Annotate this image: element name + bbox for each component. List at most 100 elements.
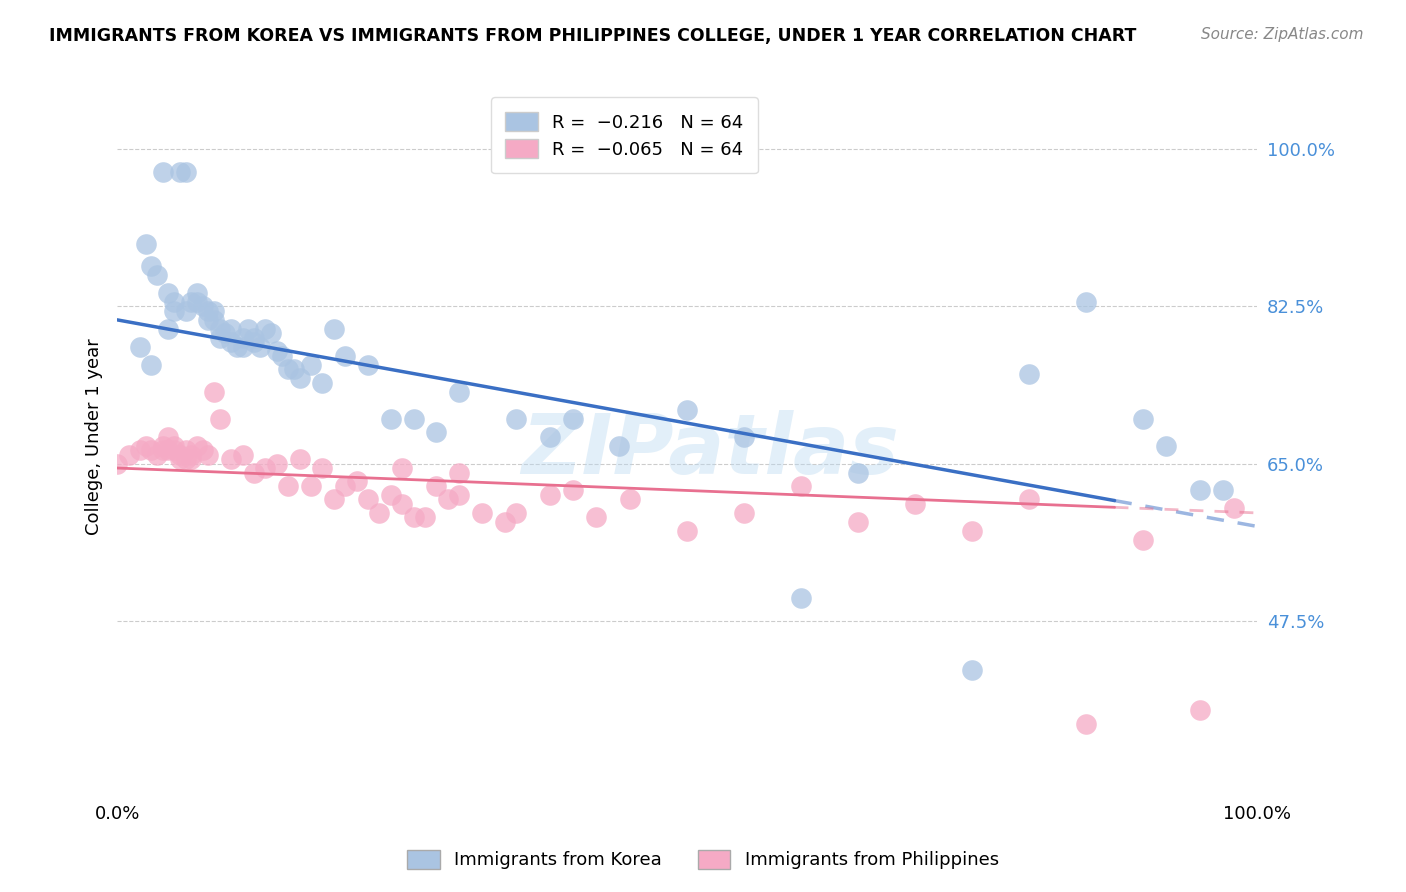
Point <box>288 452 311 467</box>
Point <box>538 429 561 443</box>
Point <box>163 304 186 318</box>
Point <box>180 294 202 309</box>
Point <box>311 376 333 390</box>
Point <box>219 335 242 350</box>
Point <box>562 411 585 425</box>
Point <box>1074 717 1097 731</box>
Point <box>197 313 219 327</box>
Point <box>180 452 202 467</box>
Point <box>202 313 225 327</box>
Point <box>191 300 214 314</box>
Point <box>425 479 447 493</box>
Point <box>562 483 585 498</box>
Point <box>219 322 242 336</box>
Point <box>277 362 299 376</box>
Point <box>232 448 254 462</box>
Point <box>904 497 927 511</box>
Point <box>790 479 813 493</box>
Point <box>208 331 231 345</box>
Point <box>135 439 157 453</box>
Point <box>141 259 163 273</box>
Point <box>238 322 260 336</box>
Point <box>243 335 266 350</box>
Point <box>960 663 983 677</box>
Point <box>254 322 277 336</box>
Point <box>180 448 202 462</box>
Point <box>191 443 214 458</box>
Point <box>505 506 527 520</box>
Point <box>249 340 271 354</box>
Point <box>425 425 447 439</box>
Point <box>733 429 755 443</box>
Point <box>391 497 413 511</box>
Point <box>357 492 380 507</box>
Point <box>254 461 277 475</box>
Legend: R =  −0.216   N = 64, R =  −0.065   N = 64: R = −0.216 N = 64, R = −0.065 N = 64 <box>491 97 758 173</box>
Point <box>169 165 191 179</box>
Point <box>232 340 254 354</box>
Point <box>1074 294 1097 309</box>
Point <box>846 466 869 480</box>
Text: IMMIGRANTS FROM KOREA VS IMMIGRANTS FROM PHILIPPINES COLLEGE, UNDER 1 YEAR CORRE: IMMIGRANTS FROM KOREA VS IMMIGRANTS FROM… <box>49 27 1136 45</box>
Point <box>733 506 755 520</box>
Point <box>135 236 157 251</box>
Point <box>277 479 299 493</box>
Point <box>311 461 333 475</box>
Point <box>197 448 219 462</box>
Point <box>380 411 402 425</box>
Text: ZIPatlas: ZIPatlas <box>522 410 898 491</box>
Point <box>585 510 607 524</box>
Point <box>197 304 219 318</box>
Point <box>1189 483 1212 498</box>
Point <box>266 457 288 471</box>
Point <box>214 326 236 341</box>
Point <box>146 448 169 462</box>
Point <box>152 165 174 179</box>
Point <box>225 340 247 354</box>
Point <box>157 443 180 458</box>
Y-axis label: College, Under 1 year: College, Under 1 year <box>86 338 103 535</box>
Point <box>283 362 305 376</box>
Point <box>413 510 436 524</box>
Point <box>619 492 641 507</box>
Point <box>436 492 458 507</box>
Point <box>146 268 169 282</box>
Point <box>676 402 699 417</box>
Point <box>322 492 344 507</box>
Point <box>960 524 983 538</box>
Point <box>391 461 413 475</box>
Point <box>494 515 516 529</box>
Point <box>299 358 322 372</box>
Point <box>607 439 630 453</box>
Point <box>152 439 174 453</box>
Point <box>232 331 254 345</box>
Point <box>538 488 561 502</box>
Point <box>117 448 139 462</box>
Point <box>322 322 344 336</box>
Point <box>449 384 471 399</box>
Point <box>449 488 471 502</box>
Point <box>471 506 494 520</box>
Point <box>157 429 180 443</box>
Point <box>333 349 356 363</box>
Point <box>266 344 288 359</box>
Point <box>208 322 231 336</box>
Point <box>186 294 208 309</box>
Point <box>288 371 311 385</box>
Point <box>1223 501 1246 516</box>
Point <box>163 443 186 458</box>
Point <box>402 510 425 524</box>
Text: Source: ZipAtlas.com: Source: ZipAtlas.com <box>1201 27 1364 42</box>
Point <box>174 452 197 467</box>
Point <box>505 411 527 425</box>
Point <box>157 285 180 300</box>
Point <box>163 294 186 309</box>
Point <box>129 340 152 354</box>
Point <box>299 479 322 493</box>
Point <box>174 304 197 318</box>
Point <box>152 443 174 458</box>
Point <box>1132 411 1154 425</box>
Point <box>202 304 225 318</box>
Point <box>174 443 197 458</box>
Point <box>129 443 152 458</box>
